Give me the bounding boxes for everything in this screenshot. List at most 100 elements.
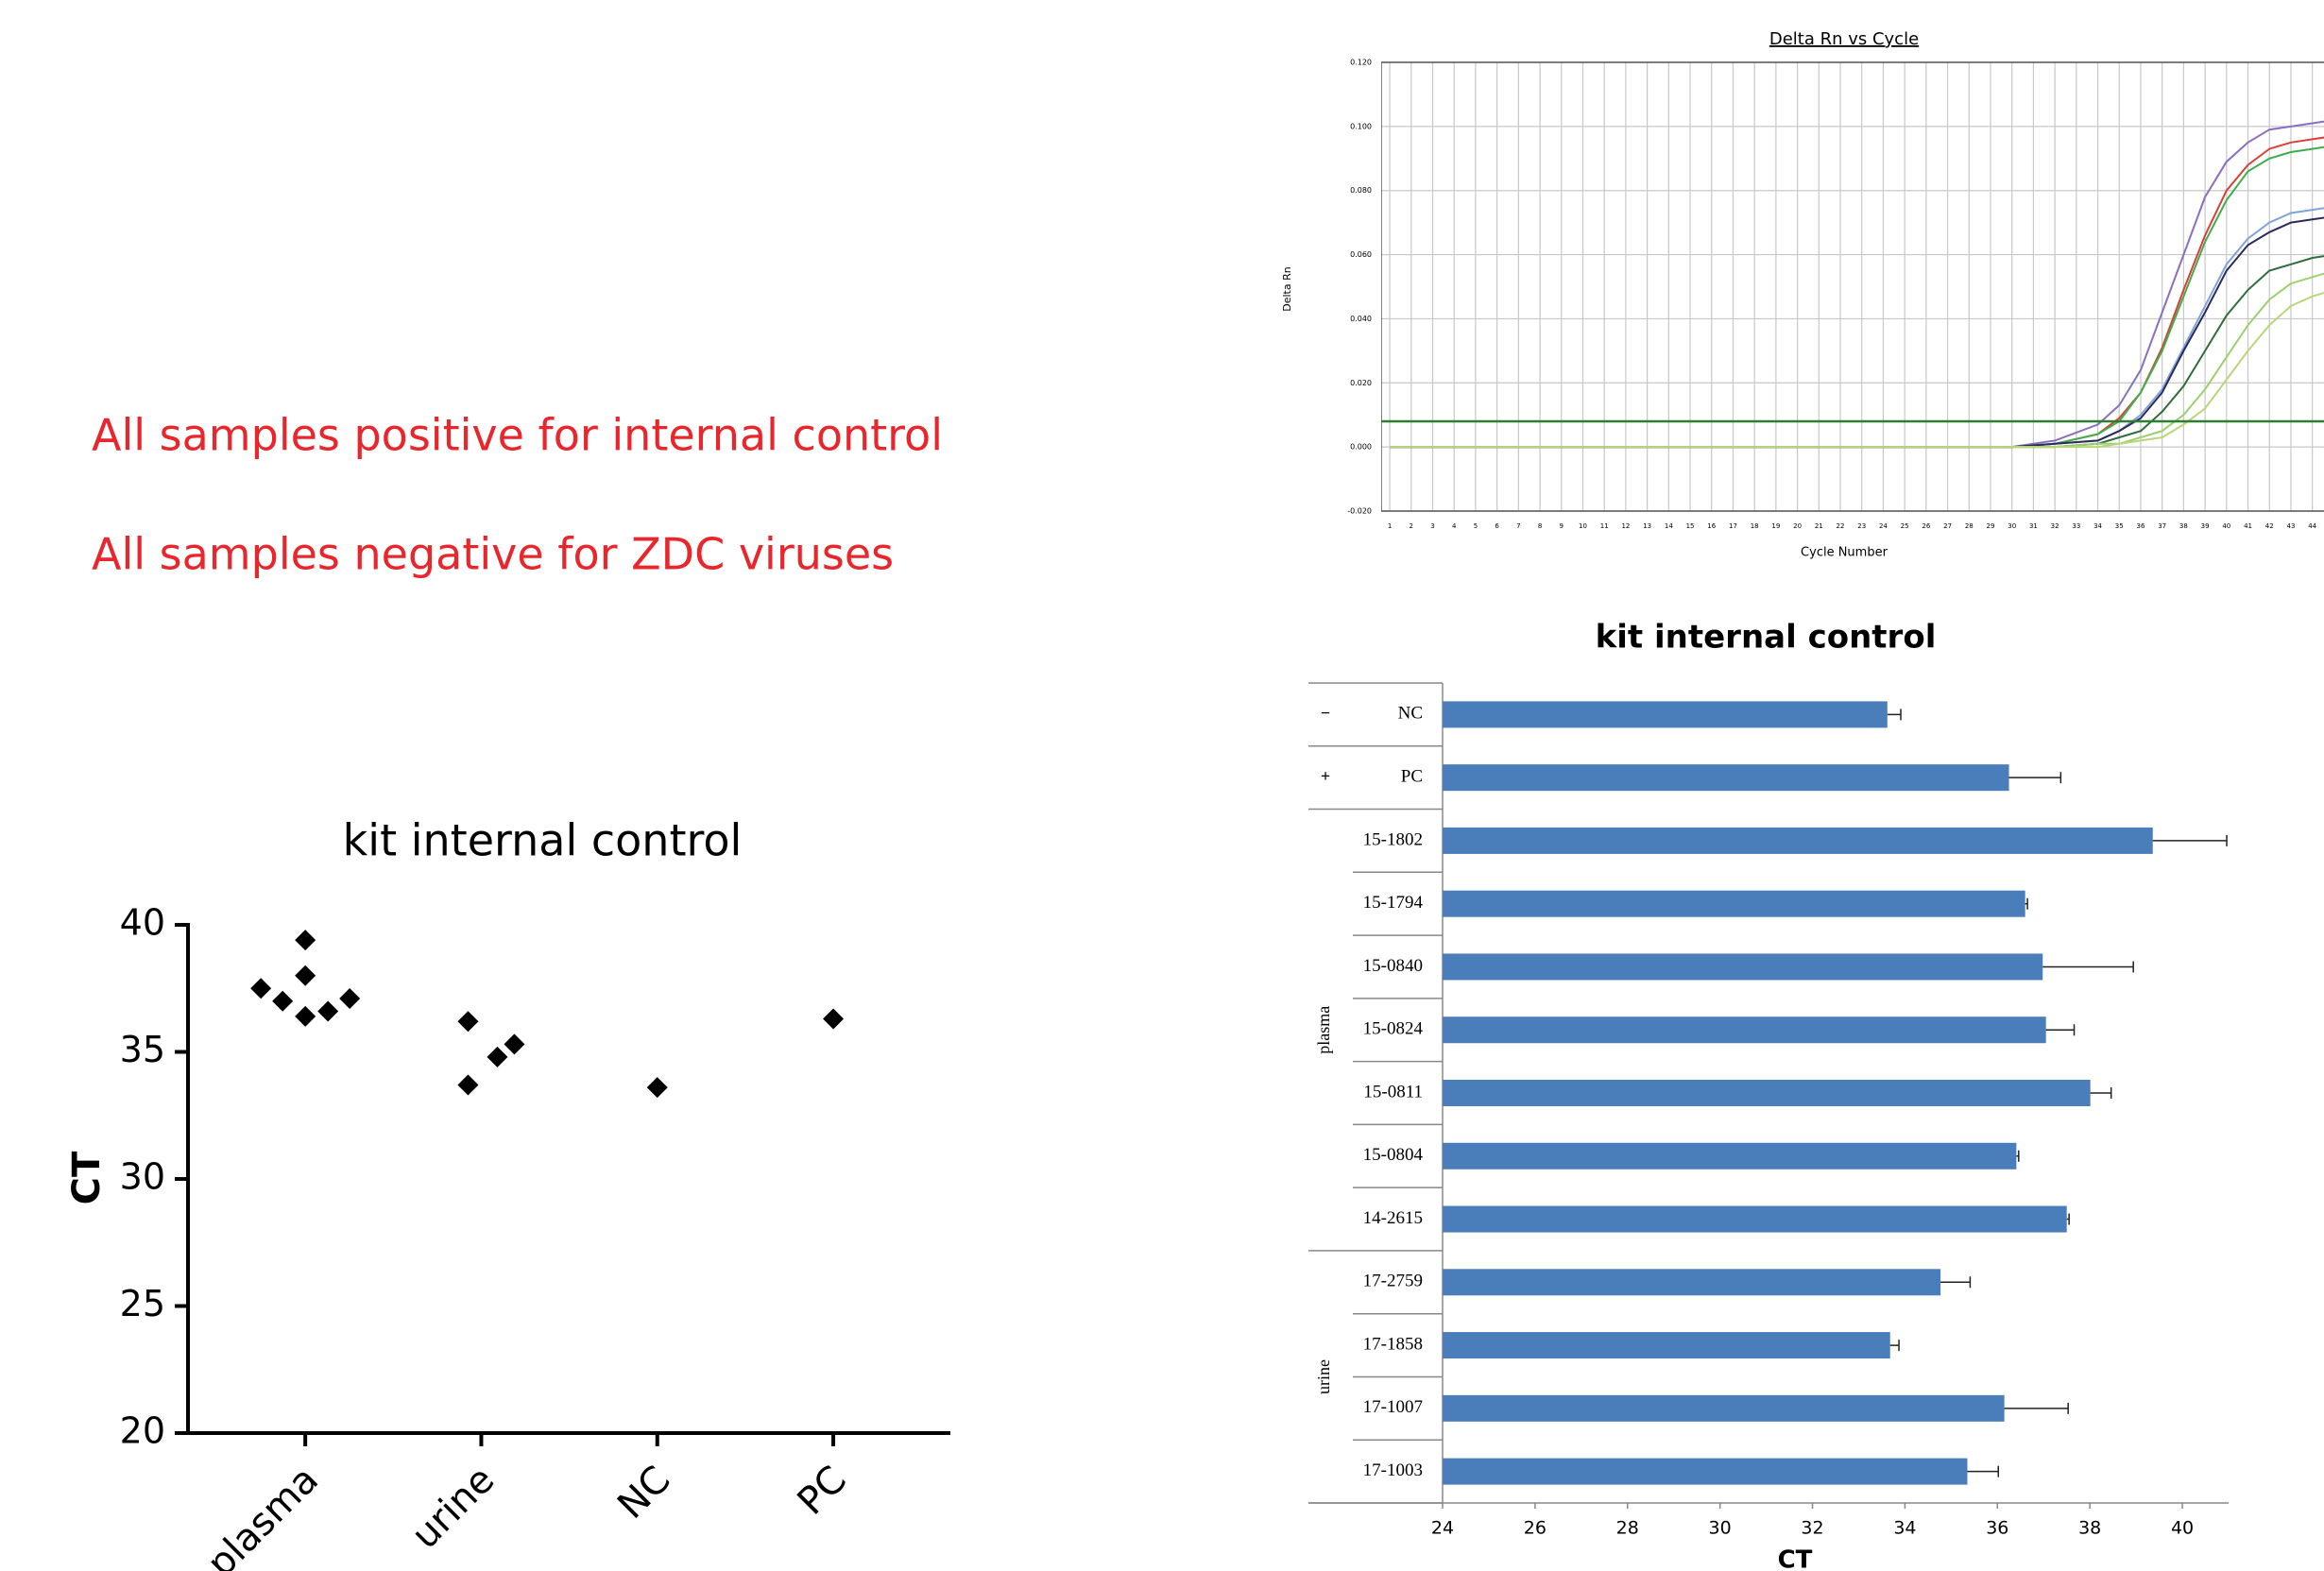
x-tick-label: 26 [1524, 1518, 1546, 1539]
curve [1390, 216, 2324, 449]
x-tick-label: 18 [1751, 522, 1759, 530]
group-label: − [1321, 704, 1330, 723]
x-tick-label: 39 [2201, 522, 2210, 530]
x-tick-label: plasma [199, 1458, 327, 1571]
x-tick-label: PC [790, 1458, 855, 1523]
x-tick-label: 36 [1986, 1518, 2008, 1539]
y-tick-label: 0.020 [1350, 379, 1372, 387]
x-tick-label: 12 [1621, 522, 1630, 530]
curve [1390, 291, 2324, 449]
x-tick-label: 14 [1665, 522, 1673, 530]
error-bar [1887, 709, 1902, 721]
bar [1443, 1269, 1941, 1296]
x-tick-label: urine [403, 1458, 503, 1557]
category-label: 15-1794 [1363, 893, 1424, 913]
error-bar [2066, 1213, 2070, 1225]
category-label: 15-0804 [1363, 1145, 1424, 1165]
x-tick-label: 31 [2029, 522, 2038, 530]
error-bar [2090, 1087, 2112, 1099]
note: All samples negative for ZDC viruses [92, 529, 894, 580]
error-bar [2152, 834, 2228, 846]
x-tick-label: 38 [2179, 522, 2188, 530]
point [250, 978, 272, 999]
y-tick-label: 0.120 [1350, 59, 1372, 67]
x-tick-label: 8 [1538, 522, 1542, 530]
x-tick-label: 17 [1729, 522, 1737, 530]
bar [1443, 1394, 2005, 1422]
error-bar [1967, 1465, 2000, 1477]
curve [1390, 145, 2324, 449]
x-tick-label: 28 [1616, 1518, 1639, 1539]
x-tick-label: 37 [2158, 522, 2166, 530]
x-tick-label: 32 [1801, 1518, 1823, 1539]
x-tick-label: 34 [2093, 522, 2102, 530]
point [339, 988, 361, 1010]
bar [1443, 1332, 1890, 1359]
x-tick-label: 35 [2115, 522, 2124, 530]
category-label: 15-0840 [1363, 956, 1423, 976]
error-bar [2025, 897, 2028, 910]
x-tick-label: 15 [1686, 522, 1695, 530]
curve [1390, 272, 2324, 449]
y-axis-label: CT [65, 1151, 109, 1204]
x-tick-label: NC [609, 1458, 678, 1527]
group-label: urine [1314, 1359, 1333, 1394]
y-tick-label: 25 [120, 1283, 165, 1324]
x-tick-label: 22 [1837, 522, 1845, 530]
x-tick-label: 36 [2137, 522, 2145, 530]
x-tick-label: 20 [1793, 522, 1802, 530]
x-axis-label: Cycle Number [1801, 546, 1888, 560]
category-label: PC [1401, 767, 1423, 787]
bar [1443, 1458, 1968, 1485]
bar [1443, 764, 2009, 792]
x-tick-label: 9 [1560, 522, 1564, 530]
chart-title: Delta Rn vs Cycle [1769, 29, 1919, 49]
plot-frame [1381, 61, 2324, 512]
x-tick-label: 42 [2265, 522, 2274, 530]
category-label: 15-1802 [1363, 829, 1423, 849]
point [295, 1005, 316, 1027]
x-tick-label: 32 [2051, 522, 2059, 530]
point [823, 1008, 845, 1030]
error-bar [2045, 1024, 2076, 1036]
point [646, 1077, 668, 1099]
point [295, 930, 316, 951]
x-tick-label: 21 [1815, 522, 1823, 530]
category-label: NC [1398, 704, 1423, 724]
point [457, 1011, 479, 1033]
error-bar [1889, 1340, 1900, 1352]
x-tick-label: 7 [1516, 522, 1520, 530]
x-tick-label: 13 [1643, 522, 1651, 530]
bar [1443, 827, 2153, 854]
x-tick-label: 38 [2078, 1518, 2101, 1539]
x-tick-label: 29 [1987, 522, 1995, 530]
bar [1443, 701, 1888, 728]
x-tick-label: 25 [1901, 522, 1909, 530]
y-tick-label: 30 [120, 1156, 165, 1198]
x-tick-label: 26 [1922, 522, 1930, 530]
group-label: plasma [1314, 1006, 1333, 1054]
x-tick-label: 44 [2308, 522, 2316, 530]
chart-title: kit internal control [343, 815, 743, 866]
x-tick-label: 24 [1879, 522, 1888, 530]
category-label: 15-0811 [1363, 1082, 1423, 1101]
point [317, 1000, 339, 1022]
category-label: 17-2759 [1363, 1272, 1423, 1291]
curve [1390, 120, 2324, 449]
group-label: + [1321, 766, 1330, 785]
x-tick-label: 3 [1430, 522, 1434, 530]
error-bar [2016, 1150, 2020, 1162]
y-tick-label: -0.020 [1347, 507, 1372, 516]
y-tick-label: 0.080 [1350, 186, 1372, 195]
bar [1443, 1080, 2091, 1106]
x-tick-label: 19 [1771, 522, 1780, 530]
bar [1443, 1016, 2046, 1044]
bar [1443, 890, 2025, 917]
x-tick-label: 6 [1495, 522, 1499, 530]
y-tick-label: 0.040 [1350, 315, 1372, 323]
y-tick-label: 0.000 [1350, 443, 1372, 452]
bar [1443, 953, 2043, 981]
y-tick-label: 0.100 [1350, 122, 1372, 130]
